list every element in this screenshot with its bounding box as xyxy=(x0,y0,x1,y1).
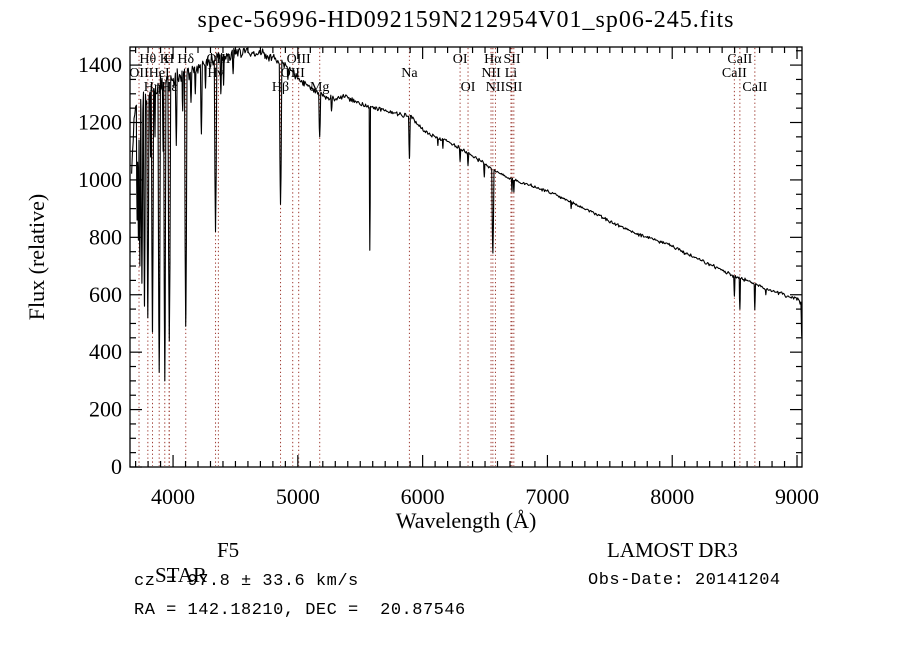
line-label: CaII xyxy=(722,66,747,81)
line-label: Mg xyxy=(310,80,329,95)
line-label: NII xyxy=(481,66,501,81)
obs-date: Obs-Date: 20141204 xyxy=(588,571,781,590)
line-label: NII xyxy=(486,80,506,95)
line-label: Hη xyxy=(144,80,161,95)
x-tick-label: 5000 xyxy=(276,484,320,509)
y-tick-label: 0 xyxy=(111,454,122,479)
x-tick-label: 4000 xyxy=(151,484,195,509)
y-tick-label: 1000 xyxy=(78,167,122,192)
plot-title: spec-56996-HD092159N212954V01_sp06-245.f… xyxy=(197,7,735,33)
y-tick-label: 200 xyxy=(89,397,122,422)
line-label: Hα xyxy=(484,52,502,67)
x-axis-title: Wavelength (Å) xyxy=(396,508,537,533)
line-label: OIII xyxy=(281,66,305,81)
x-tick-label: 6000 xyxy=(401,484,445,509)
line-label: Hβ xyxy=(272,80,289,95)
plot-frame xyxy=(129,46,803,468)
line-label: OIII xyxy=(287,52,311,67)
object-subclass: F5 xyxy=(217,538,240,562)
line-label: K xyxy=(160,52,170,67)
line-label: OII xyxy=(129,66,149,81)
line-label: OI xyxy=(453,52,468,67)
spectral-line-labels: OIIHθHηHeIKHHεHδHγOIIIHβOIIIOIIIMgNaOIOI… xyxy=(129,52,767,95)
y-tick-label: 800 xyxy=(89,224,122,249)
line-label: CaII xyxy=(727,52,752,67)
x-tick-label: 7000 xyxy=(525,484,569,509)
y-tick-label: 600 xyxy=(89,282,122,307)
line-label: H xyxy=(164,52,174,67)
classification-block: STAR F5 xyxy=(134,538,239,638)
line-label: SII xyxy=(503,52,520,67)
y-axis-title: Flux (relative) xyxy=(24,194,49,320)
line-label: CaII xyxy=(742,80,767,95)
object-class: STAR xyxy=(155,563,207,587)
line-label: OI xyxy=(461,80,476,95)
spectral-line-markers xyxy=(138,48,756,466)
axes-frame xyxy=(129,46,803,468)
y-tick-label: 1400 xyxy=(78,52,122,77)
flux-trace xyxy=(131,47,803,382)
ra-dec: RA = 142.18210, DEC = 20.87546 xyxy=(134,601,466,620)
x-tick-label: 9000 xyxy=(775,484,819,509)
line-label: HeI xyxy=(149,66,170,81)
line-label: SII xyxy=(505,80,522,95)
line-label: Na xyxy=(401,66,418,81)
line-label: Hγ xyxy=(207,66,223,81)
line-label: Hδ xyxy=(177,52,194,67)
y-tick-label: 400 xyxy=(89,339,122,364)
line-label: Hθ xyxy=(139,52,156,67)
axis-labels: 4000 5000 6000 7000 8000 9000 0 200 400 600 800 100… xyxy=(24,52,819,533)
y-tick-label: 1200 xyxy=(78,110,122,135)
cz-velocity: cz = 97.8 ± 33.6 km/s xyxy=(134,572,359,591)
line-label: Li xyxy=(505,66,518,81)
survey-release: LAMOST DR3 xyxy=(607,538,738,562)
spectrum-curve xyxy=(131,47,803,382)
x-tick-label: 8000 xyxy=(650,484,694,509)
